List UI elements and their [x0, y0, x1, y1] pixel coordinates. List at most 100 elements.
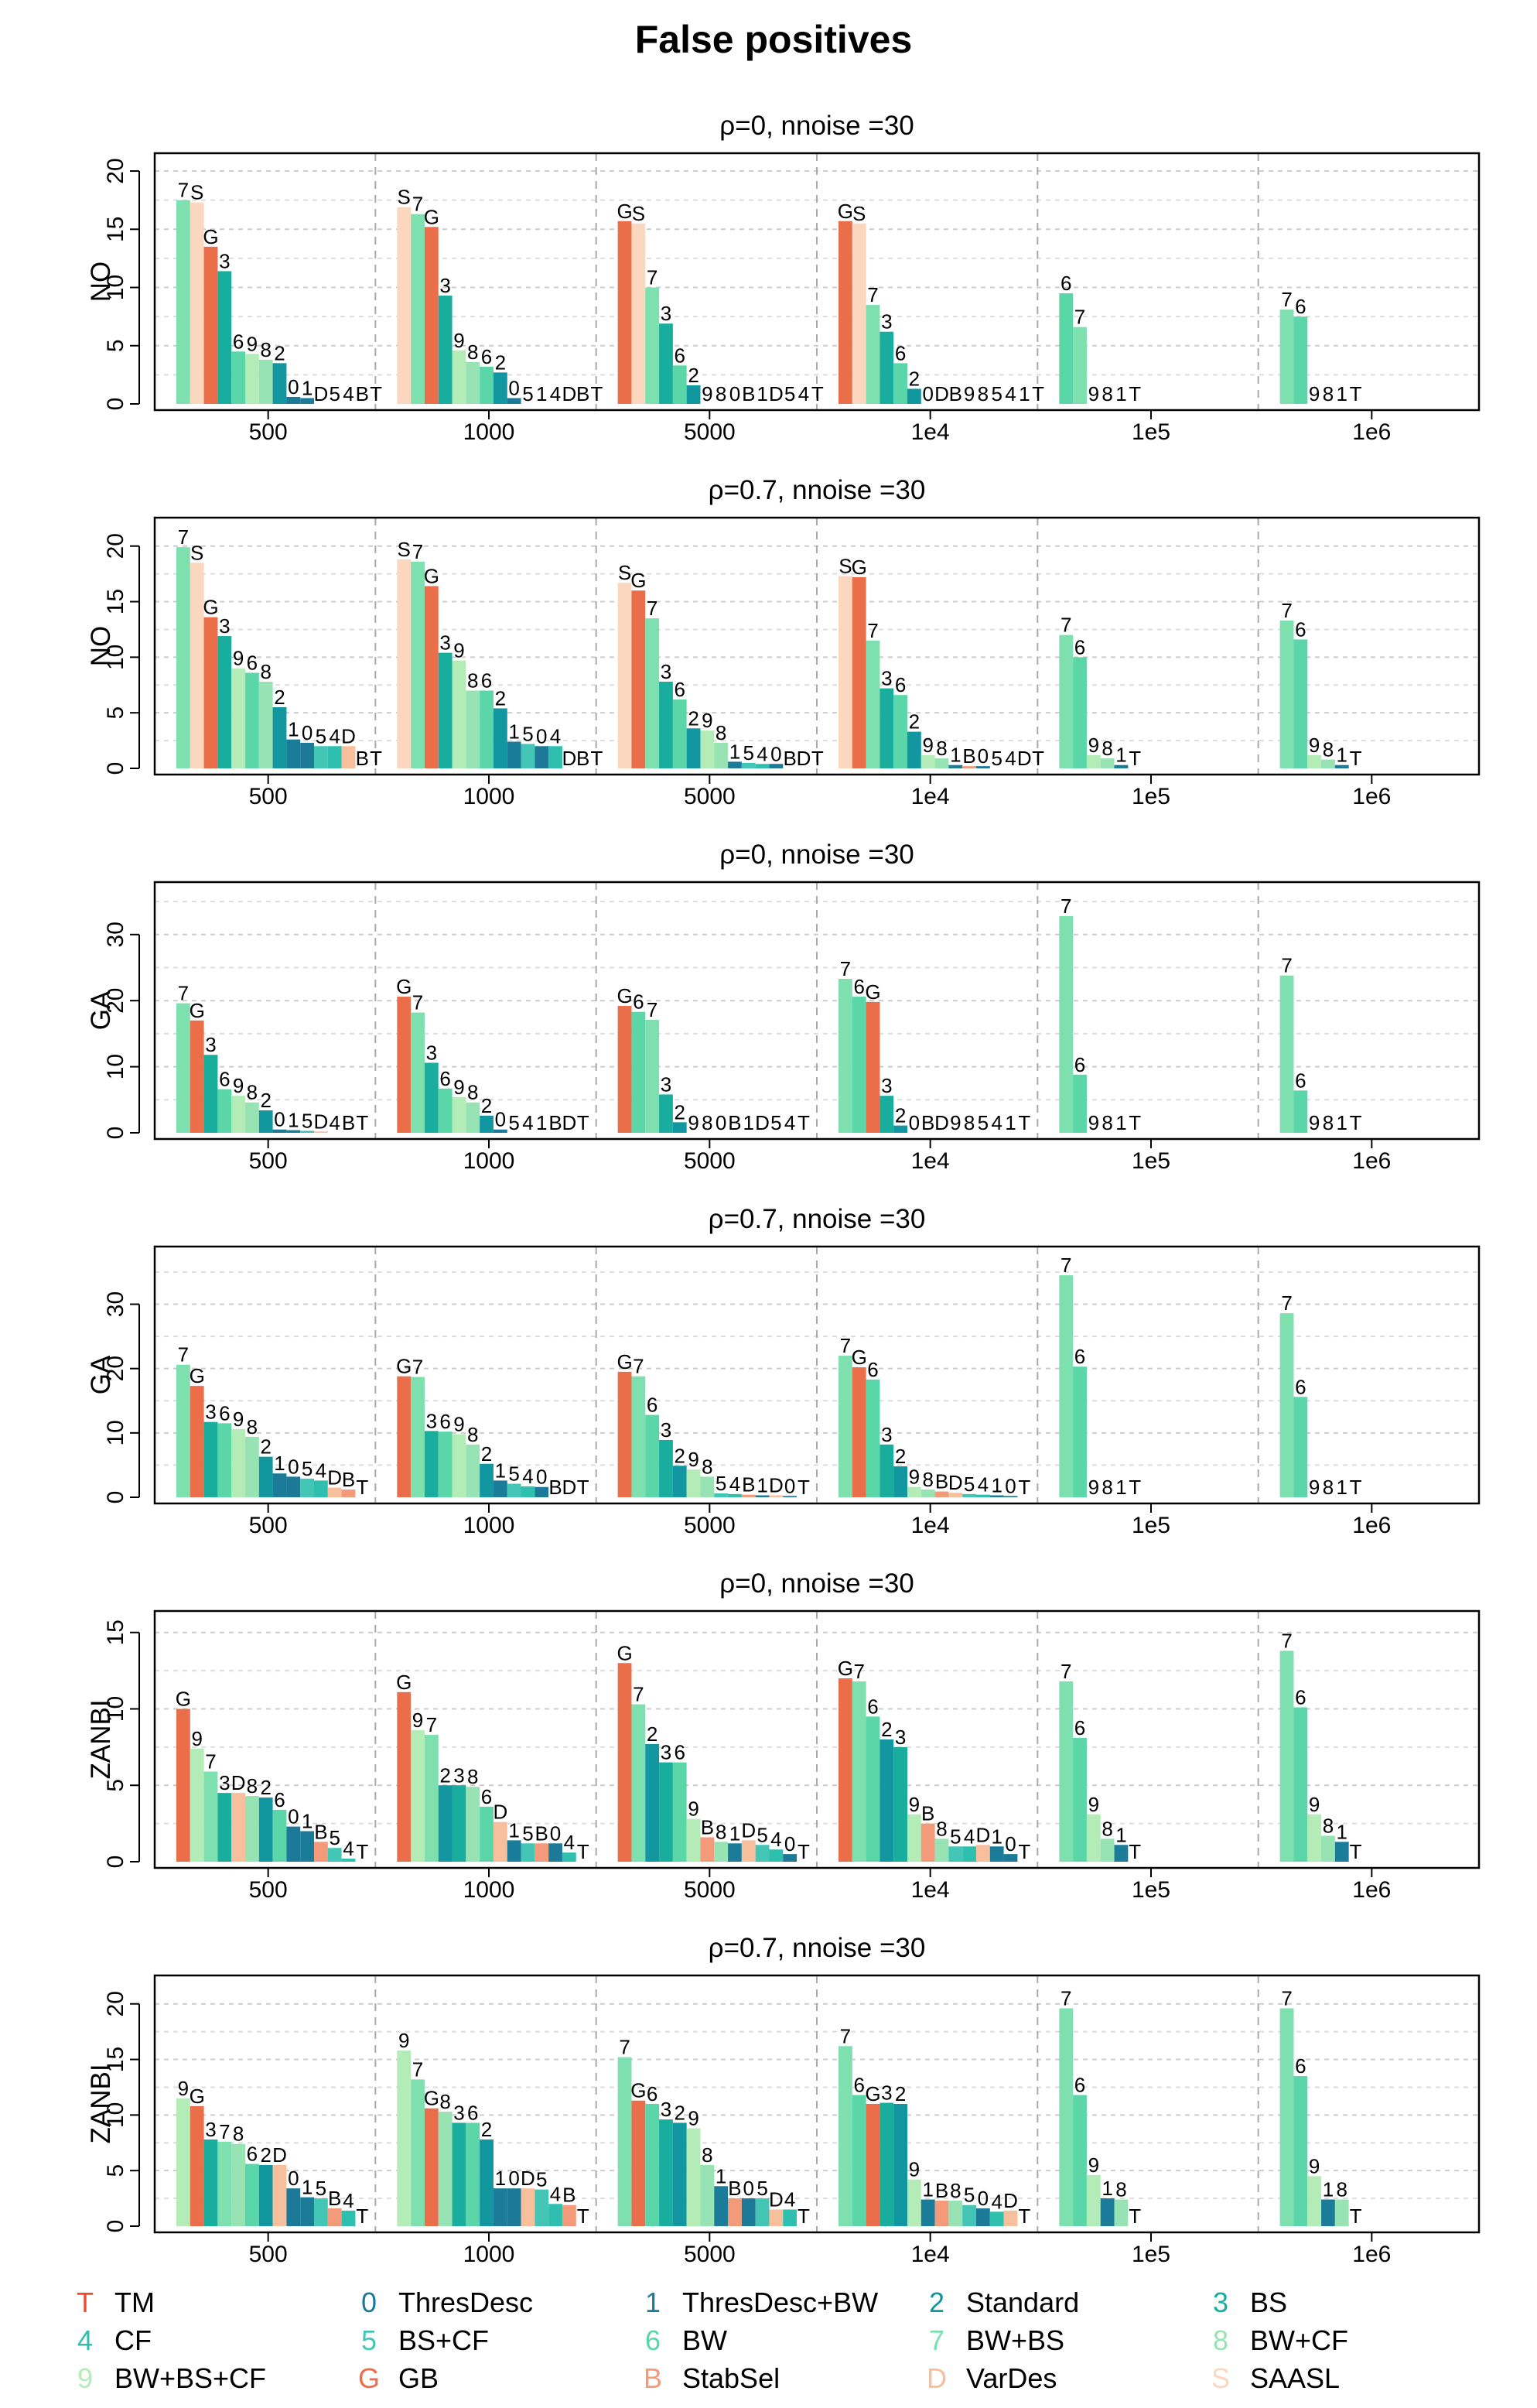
- bar-label: 4: [770, 1828, 781, 1851]
- bar-9: [1307, 1814, 1322, 1862]
- bar-label: 0: [550, 1821, 561, 1845]
- bar-9: [907, 1486, 921, 1497]
- bar-label: T: [1018, 1476, 1030, 1499]
- bar-label: 9: [247, 332, 258, 355]
- bar-label: 2: [895, 1445, 906, 1468]
- y-tick-label: 20: [103, 158, 128, 183]
- bar-6: [672, 365, 687, 404]
- bar-label: 7: [178, 179, 189, 202]
- bar-label: 3: [661, 2098, 671, 2121]
- bar-2: [493, 708, 507, 768]
- bar-8: [466, 361, 480, 404]
- y-tick-label: 0: [103, 762, 128, 775]
- bar-7: [1279, 1650, 1294, 1862]
- bar-label: 1: [1102, 2177, 1112, 2200]
- legend-code: 4: [77, 2324, 93, 2356]
- bar-group-1e4: G 762 3 9 B8 5 4 D 1 0 T: [838, 1657, 1031, 1863]
- x-tick-label: 1000: [463, 1877, 515, 1903]
- bar-label: 2: [495, 686, 506, 710]
- bar-label: 2: [481, 1442, 492, 1466]
- bar-S: [397, 207, 412, 404]
- bar-8: [245, 1102, 259, 1133]
- bar-label: D: [755, 1111, 770, 1134]
- bar-B: [934, 2200, 949, 2226]
- bar-label: 1: [508, 720, 519, 744]
- bar-label: 2: [909, 710, 920, 734]
- x-tick-label: 500: [249, 784, 288, 809]
- bar-label: D: [934, 382, 949, 405]
- bar-label: G: [838, 1657, 853, 1680]
- panel-frame: [153, 1245, 1481, 1505]
- bar-label: 6: [1295, 295, 1306, 318]
- legend-item-bs-cf: 5 BS+CF: [361, 2324, 489, 2356]
- bar-7: [1059, 1681, 1074, 1862]
- bar-label: S: [398, 538, 411, 561]
- bar-6: [672, 1762, 687, 1862]
- bar-label: D: [769, 1474, 784, 1497]
- y-tick-label: 10: [103, 275, 128, 300]
- bar-G: [866, 2104, 880, 2226]
- bar-1: [989, 1495, 1004, 1497]
- bar-7: [1059, 1275, 1074, 1497]
- bar-D: [521, 2188, 535, 2226]
- bar-label: 9: [1309, 1111, 1320, 1134]
- bar-1: [300, 2197, 314, 2226]
- bar-G: [631, 2100, 646, 2226]
- bar-label: 8: [702, 1455, 712, 1478]
- bar-7: [839, 979, 852, 1133]
- panel-frame: [153, 152, 1481, 412]
- bar-7: [176, 1364, 190, 1497]
- bar-4: [562, 1852, 576, 1862]
- legend-code: 2: [929, 2287, 944, 2318]
- bar-label: 8: [247, 1774, 258, 1797]
- bar-label: 9: [1088, 382, 1099, 405]
- legend-code: 9: [77, 2362, 93, 2394]
- bar-2: [438, 1785, 453, 1862]
- bar-3: [452, 2122, 466, 2226]
- bar-label: D: [1003, 2189, 1018, 2212]
- legend-code: D: [927, 2362, 947, 2394]
- bar-label: 4: [329, 1111, 340, 1134]
- bar-6: [852, 2095, 866, 2226]
- bar-6: [217, 1423, 232, 1497]
- y-tick-label: 10: [103, 1696, 128, 1722]
- bar-label: 9: [1088, 734, 1099, 757]
- bar-label: B: [576, 747, 589, 770]
- bar-7: [1059, 634, 1074, 768]
- bar-D: [769, 2209, 784, 2226]
- bar-S: [190, 202, 204, 404]
- bar-9: [1307, 2176, 1322, 2226]
- x-tick-label: 500: [249, 2242, 288, 2267]
- bar-8: [714, 1842, 729, 1862]
- bar-label: T: [577, 1476, 589, 1499]
- bar-3: [217, 636, 232, 768]
- bar-6: [217, 1089, 232, 1133]
- x-tick-label: 1e6: [1352, 1513, 1391, 1538]
- bar-4: [327, 746, 342, 768]
- bar-3: [203, 1055, 218, 1133]
- bar-3: [424, 1431, 439, 1497]
- bar-label: 9: [1309, 1476, 1320, 1499]
- bar-D: [741, 1840, 756, 1862]
- bar-4: [341, 2210, 356, 2226]
- bar-8: [231, 2143, 245, 2226]
- bar-label: 7: [412, 991, 423, 1014]
- bar-label: 3: [219, 614, 230, 638]
- bar-label: B: [314, 1820, 327, 1843]
- bar-label: 2: [909, 367, 920, 390]
- bar-group-1000: G7 36 9 820 5 4 1 B D T: [396, 975, 589, 1134]
- bar-label: 0: [716, 1111, 726, 1134]
- bar-label: 7: [1281, 1291, 1292, 1315]
- bar-label: G: [396, 1671, 412, 1694]
- bar-2: [893, 2104, 907, 2226]
- x-tick-label: 1e4: [911, 2242, 950, 2267]
- bar-label: 8: [1337, 2178, 1347, 2201]
- bar-1: [493, 2188, 507, 2226]
- bar-label: 8: [1323, 738, 1334, 761]
- bar-label: D: [769, 382, 784, 405]
- bar-label: T: [590, 382, 603, 405]
- x-tick-label: 500: [249, 1148, 288, 1174]
